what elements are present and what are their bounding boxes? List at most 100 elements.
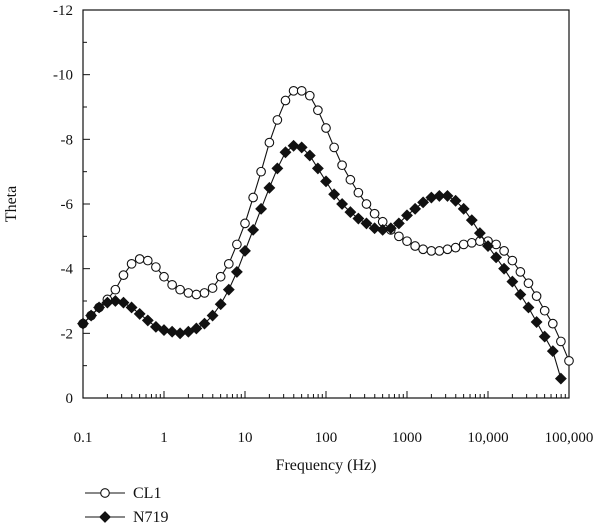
data-point-n719 <box>554 372 567 385</box>
x-tick-label: 100 <box>315 430 338 446</box>
data-point-n719 <box>384 222 397 235</box>
data-point-cl1 <box>523 278 534 289</box>
data-point-n719 <box>85 309 98 322</box>
data-point-cl1 <box>313 105 323 116</box>
data-point-n719 <box>490 251 503 264</box>
data-point-n719 <box>368 222 381 235</box>
x-tick-label: 100,000 <box>545 430 594 446</box>
x-tick-label: 10 <box>238 430 253 446</box>
data-point-cl1 <box>183 288 194 298</box>
legend-label-cl1: CL1 <box>133 485 161 502</box>
data-point-cl1 <box>167 279 177 290</box>
plot-area <box>82 9 570 399</box>
data-point-cl1 <box>288 85 299 96</box>
data-point-cl1 <box>134 254 145 264</box>
data-point-cl1 <box>466 237 477 248</box>
data-point-cl1 <box>272 115 283 125</box>
data-point-n719 <box>109 295 122 307</box>
y-tick-label: -8 <box>61 132 74 148</box>
data-point-cl1 <box>361 199 372 209</box>
data-point-n719 <box>457 202 470 215</box>
data-point-n719 <box>530 316 543 328</box>
data-point-n719 <box>441 189 454 202</box>
y-tick-label: -10 <box>53 68 73 84</box>
data-point-cl1 <box>369 208 380 219</box>
data-point-n719 <box>538 330 551 343</box>
data-point-cl1 <box>539 305 550 316</box>
data-point-n719 <box>482 240 494 252</box>
data-point-cl1 <box>199 288 210 298</box>
data-point-cl1 <box>426 246 437 256</box>
data-point-cl1 <box>402 236 412 247</box>
data-point-cl1 <box>159 271 169 282</box>
data-point-cl1 <box>304 90 315 101</box>
data-point-n719 <box>336 198 349 210</box>
data-point-n719 <box>506 275 519 288</box>
legend-marker-cl1 <box>100 488 110 498</box>
data-point-cl1 <box>223 258 234 269</box>
data-point-cl1 <box>207 283 218 293</box>
data-point-cl1 <box>256 166 266 177</box>
data-point-cl1 <box>450 242 461 253</box>
data-point-cl1 <box>353 187 364 198</box>
data-point-n719 <box>320 175 332 188</box>
data-point-n719 <box>125 301 138 314</box>
data-point-n719 <box>498 262 511 275</box>
data-point-n719 <box>214 298 227 311</box>
x-tick-label: 1 <box>160 430 168 446</box>
data-point-n719 <box>465 214 478 227</box>
data-point-n719 <box>287 139 300 152</box>
data-point-cl1 <box>110 284 121 295</box>
data-point-cl1 <box>191 289 202 300</box>
data-point-n719 <box>328 188 341 201</box>
data-point-cl1 <box>175 284 185 295</box>
y-tick-label: -4 <box>61 262 74 278</box>
data-point-n719 <box>409 202 422 215</box>
data-point-cl1 <box>142 255 153 266</box>
data-point-n719 <box>279 146 292 159</box>
data-point-n719 <box>271 162 284 175</box>
data-point-n719 <box>546 345 559 358</box>
data-point-cl1 <box>151 262 161 272</box>
legend: CL1 N719 <box>85 485 169 526</box>
data-point-cl1 <box>499 246 509 256</box>
data-point-cl1 <box>491 239 501 250</box>
data-point-n719 <box>522 301 535 314</box>
data-point-cl1 <box>458 239 469 250</box>
data-point-cl1 <box>240 218 250 229</box>
data-point-n719 <box>433 189 446 202</box>
data-point-n719 <box>93 301 106 314</box>
y-tick-label: 0 <box>66 391 74 407</box>
data-point-n719 <box>158 324 170 337</box>
data-point-n719 <box>360 217 373 230</box>
data-point-n719 <box>174 327 187 340</box>
data-point-cl1 <box>442 244 453 255</box>
data-point-n719 <box>166 325 179 338</box>
series-n719 <box>77 139 567 385</box>
data-point-n719 <box>198 317 211 330</box>
y-axis-ticks: 0 -2 -4 -6 -8 -10 -12 <box>53 3 90 407</box>
y-tick-label: -12 <box>53 3 73 19</box>
data-point-cl1 <box>321 123 331 133</box>
legend-label-n719: N719 <box>133 509 169 526</box>
data-point-n719 <box>239 244 251 257</box>
data-point-cl1 <box>418 244 428 255</box>
data-point-n719 <box>303 149 316 162</box>
data-point-n719 <box>263 181 276 194</box>
data-point-n719 <box>295 141 308 154</box>
data-point-n719 <box>141 314 154 327</box>
data-point-cl1 <box>280 95 291 106</box>
data-point-n719 <box>417 196 430 209</box>
data-point-cl1 <box>264 137 275 148</box>
data-point-cl1 <box>410 241 420 251</box>
data-point-n719 <box>311 162 324 175</box>
data-point-cl1 <box>345 174 356 185</box>
y-tick-label: -2 <box>61 326 74 342</box>
data-point-cl1 <box>547 318 558 329</box>
legend-marker-n719 <box>99 511 111 523</box>
data-point-cl1 <box>118 270 129 280</box>
data-point-n719 <box>247 223 260 236</box>
data-point-n719 <box>255 202 268 215</box>
data-point-n719 <box>352 212 365 225</box>
data-point-n719 <box>222 283 235 296</box>
